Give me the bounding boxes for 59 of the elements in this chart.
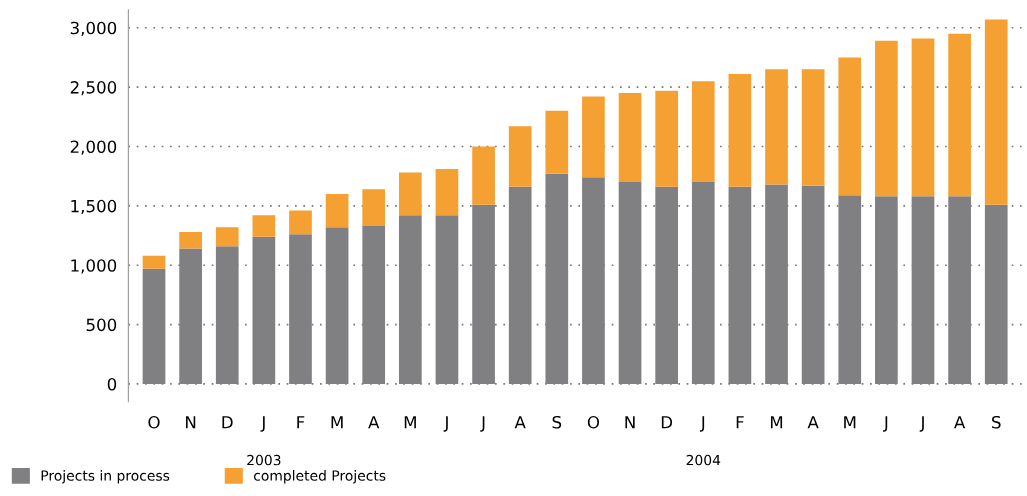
bar xyxy=(252,215,276,237)
bar xyxy=(875,40,898,197)
x-tick-label: F xyxy=(297,416,305,429)
bar xyxy=(435,169,459,216)
x-tick-label: A xyxy=(807,416,819,429)
bar xyxy=(984,19,1008,205)
legend-label: Projects in process xyxy=(41,470,170,484)
y-tick-label: 2,500 xyxy=(70,81,117,96)
bar xyxy=(582,96,605,178)
x-tick-label: O xyxy=(587,415,600,429)
bar xyxy=(508,126,532,187)
bar xyxy=(179,231,202,249)
bar xyxy=(618,93,642,183)
bar xyxy=(545,110,569,174)
bar xyxy=(911,38,935,197)
bar xyxy=(838,57,862,196)
x-tick-label: J xyxy=(699,416,705,432)
y-tick-label: 3,000 xyxy=(70,21,117,36)
y-tick-label: 2,000 xyxy=(70,140,117,155)
x-tick-label: M xyxy=(404,416,416,429)
text: 2003 xyxy=(247,454,281,466)
y-tick-label: 0 xyxy=(107,377,117,391)
bar xyxy=(362,189,386,227)
x-tick-label: A xyxy=(368,416,380,429)
bar xyxy=(142,255,166,269)
bar xyxy=(398,172,422,216)
bar xyxy=(215,227,239,247)
x-tick-label: N xyxy=(186,416,196,429)
bar xyxy=(472,146,495,205)
bar xyxy=(765,69,788,185)
bar xyxy=(325,193,349,228)
legend-label: completed Projects xyxy=(253,470,386,484)
bar xyxy=(801,69,825,186)
x-tick-label: M xyxy=(844,416,856,429)
x-tick-label: N xyxy=(625,416,635,429)
x-tick-label: J xyxy=(260,416,265,432)
y-tick-label: 1,000 xyxy=(71,259,117,274)
x-tick-label: D xyxy=(222,416,233,429)
x-tick-label: D xyxy=(661,416,673,429)
bar xyxy=(691,81,715,183)
bar xyxy=(948,33,971,197)
x-tick-label: M xyxy=(331,416,343,429)
x-tick-label: O xyxy=(148,415,160,429)
x-tick-label: S xyxy=(992,415,1001,429)
y-tick-label: 500 xyxy=(86,318,117,332)
x-tick-label: J xyxy=(480,416,485,432)
bar xyxy=(289,210,312,235)
x-tick-label: A xyxy=(514,416,526,429)
x-tick-label: J xyxy=(443,416,448,432)
y-tick-label: 1,500 xyxy=(71,199,117,215)
x-tick-label: S xyxy=(552,415,562,429)
bar xyxy=(728,74,752,187)
bar xyxy=(655,90,679,187)
x-tick-label: F xyxy=(736,416,744,429)
x-tick-label: A xyxy=(954,416,966,429)
x-tick-label: J xyxy=(919,416,924,432)
x-tick-label: J xyxy=(883,416,888,432)
text: 2004 xyxy=(686,454,721,466)
x-tick-label: M xyxy=(770,416,783,429)
